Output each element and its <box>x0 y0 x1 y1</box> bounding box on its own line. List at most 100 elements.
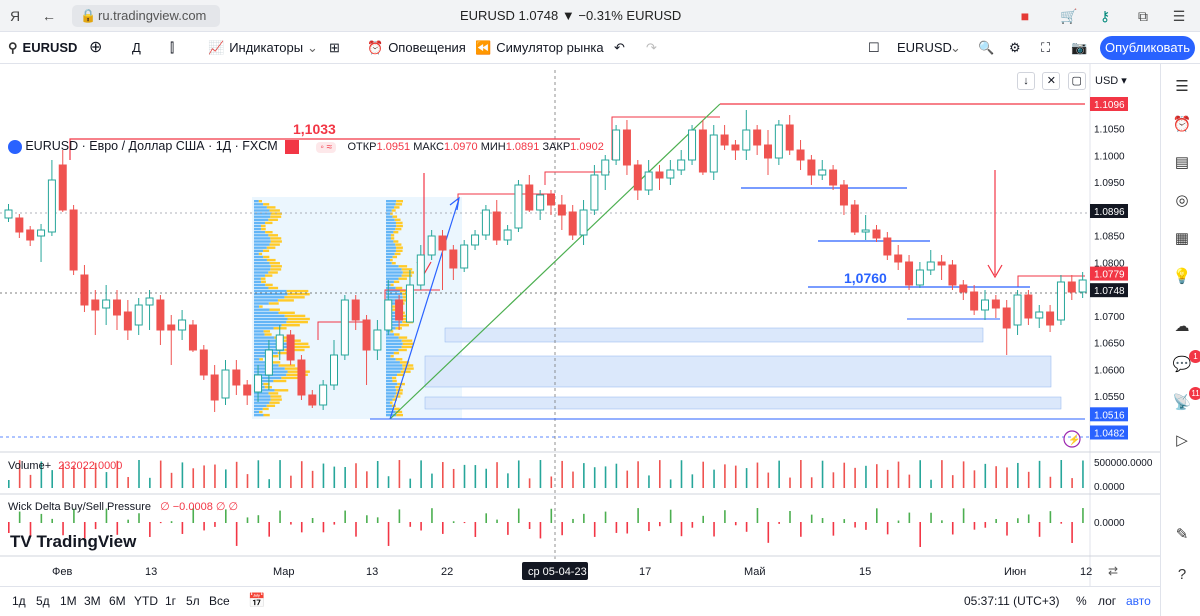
time-settings-icon[interactable]: ⇄ <box>1108 564 1118 578</box>
alarm-clock-icon[interactable]: ⏰ <box>1172 116 1192 133</box>
compare-symbol-button[interactable]: ⊕ <box>89 32 102 64</box>
delta-bar <box>832 522 835 536</box>
watchlist-icon[interactable]: ☰ <box>1175 78 1189 95</box>
data-window-icon[interactable]: ▤ <box>1174 154 1190 171</box>
candle-body <box>460 244 469 269</box>
delta-bar <box>973 522 976 530</box>
volume-bar <box>973 470 976 488</box>
tradingview-watermark[interactable]: TV TradingView <box>10 532 136 552</box>
candle <box>872 225 881 242</box>
vp-bar-sell <box>263 413 270 417</box>
wick-delta-pane-label[interactable]: Wick Delta Buy/Sell Pressure ∅ −0.0008 ∅… <box>8 500 238 513</box>
delta-bar <box>463 522 466 524</box>
indicators-dropdown[interactable]: ⌄ <box>307 32 318 64</box>
open-value: 1.0951 <box>376 141 411 153</box>
undo-button[interactable]: ↶ <box>614 32 625 64</box>
delta-bar <box>659 522 661 527</box>
date-range-icon[interactable]: 📅 <box>248 592 266 608</box>
publish-button[interactable]: Опубликовать <box>1100 36 1195 60</box>
address-bar[interactable]: 🔒 ru.tradingview.com <box>72 5 220 27</box>
timeframe-1д[interactable]: 1д <box>12 594 26 608</box>
volume-bar <box>409 478 412 488</box>
templates-button[interactable]: ⊞ <box>329 32 340 64</box>
grid-icon: ⊞ <box>329 40 340 55</box>
percent-toggle[interactable]: % <box>1076 594 1087 608</box>
redo-button[interactable]: ↷ <box>646 32 657 64</box>
chart-canvas[interactable]: 1,1033 1,0760 1.1050 1.1000 1.0950 1.0850 1.… <box>0 64 1160 616</box>
timeframe-6М[interactable]: 6М <box>109 594 126 608</box>
candle-body <box>492 211 501 241</box>
menu-icon[interactable]: ☰ <box>1172 8 1186 24</box>
ideas-bulb-icon[interactable]: 💡 <box>1172 268 1192 285</box>
candle-body <box>818 169 827 176</box>
layout-button[interactable]: ☐ <box>868 32 880 64</box>
price-tag-bg <box>1090 407 1128 422</box>
bookmark-icon[interactable]: ■ <box>1020 8 1030 24</box>
vp-bar-buy <box>386 299 401 302</box>
symbol-right-label[interactable]: EURUSD <box>897 40 952 55</box>
symbol-search[interactable]: ⚲ EURUSD <box>8 32 77 64</box>
candle-body <box>416 254 425 286</box>
volume-bar <box>1027 471 1030 488</box>
fullscreen-button[interactable]: ⛶ <box>1041 32 1050 64</box>
timeframe-Все[interactable]: Все <box>209 594 230 608</box>
symbol-right-dropdown[interactable]: ⌄ <box>950 32 961 64</box>
browser-logo[interactable]: Я <box>9 8 21 24</box>
lightning-icon[interactable] <box>1063 430 1081 448</box>
candle <box>199 345 208 380</box>
log-toggle[interactable]: лог <box>1098 594 1117 608</box>
settings-button[interactable]: ⚙ <box>1009 32 1021 64</box>
vp-bar-buy <box>254 389 275 392</box>
vp-bar-buy <box>254 327 274 330</box>
arrow-down-button[interactable]: ↓ <box>1017 72 1035 90</box>
legend-toggle[interactable]: ◦ ≈ <box>316 142 337 153</box>
time-tick: 13 <box>145 566 157 578</box>
streams-icon[interactable]: ☁ <box>1174 318 1190 335</box>
pin-icon[interactable]: ✎ <box>1175 526 1189 543</box>
market-status-icon[interactable] <box>285 139 299 154</box>
legend-title[interactable]: EURUSD · Евро / Доллар США · 1Д · FXCM <box>25 139 278 153</box>
close-button[interactable]: ✕ <box>1042 72 1061 90</box>
calendar-icon[interactable]: ▦ <box>1174 230 1190 247</box>
hotlist-icon[interactable]: ◎ <box>1175 192 1189 209</box>
notifications-icon[interactable]: 📡 <box>1172 394 1192 411</box>
replay-button[interactable]: ⏪ Симулятор рынка <box>475 32 604 64</box>
chart-style-button[interactable]: ⫿ <box>170 32 174 64</box>
help-icon[interactable]: ? <box>1177 566 1187 583</box>
volume-bar <box>908 474 911 488</box>
vp-bar-buy <box>254 392 269 395</box>
interval-button[interactable]: Д <box>132 40 141 55</box>
chart-svg[interactable]: 1,1033 1,0760 1.10501.10001.09501.08501.… <box>0 64 1160 616</box>
timeframe-1г[interactable]: 1г <box>165 594 177 608</box>
quick-search-button[interactable]: 🔍 <box>978 32 994 64</box>
back-icon[interactable]: ← <box>42 8 56 24</box>
indicators-button[interactable]: 📈 Индикаторы <box>208 32 303 64</box>
vp-bar-sell <box>392 376 397 380</box>
delta-bar <box>734 522 737 526</box>
timeframe-1М[interactable]: 1М <box>60 594 77 608</box>
alerts-label: Оповещения <box>388 40 466 55</box>
volume-pane-label[interactable]: Volume+ 232022.0000 <box>8 460 122 472</box>
delta-bar <box>778 522 780 524</box>
timeframe-YTD[interactable]: YTD <box>134 594 158 608</box>
auto-toggle[interactable]: авто <box>1126 594 1151 608</box>
timeframe-3М[interactable]: 3М <box>84 594 101 608</box>
currency-selector[interactable]: USD ▾ <box>1095 74 1127 87</box>
vp-bar-buy <box>386 227 396 231</box>
vp-bar-sell <box>268 355 279 358</box>
price-tag-label: 1.0516 <box>1094 410 1125 421</box>
delta-bar <box>474 522 477 537</box>
timeframe-5л[interactable]: 5л <box>186 594 200 608</box>
timeframe-5д[interactable]: 5д <box>36 594 50 608</box>
key-icon[interactable]: ⚷ <box>1099 8 1111 24</box>
vp-bar-buy <box>386 246 397 249</box>
maximize-button[interactable]: ▢ <box>1067 72 1086 90</box>
chat-icon[interactable]: 💬 <box>1172 356 1192 373</box>
cart-icon[interactable]: 🛒 <box>1060 8 1078 24</box>
alerts-button[interactable]: ⏰ Оповещения <box>367 32 466 64</box>
clock-label[interactable]: 05:37:11 (UTC+3) <box>964 594 1060 608</box>
play-icon[interactable]: ▷ <box>1176 432 1188 449</box>
translate-icon[interactable]: ⧉ <box>1138 8 1148 24</box>
screenshot-button[interactable]: 📷 <box>1071 32 1087 64</box>
candle-body <box>123 311 132 331</box>
